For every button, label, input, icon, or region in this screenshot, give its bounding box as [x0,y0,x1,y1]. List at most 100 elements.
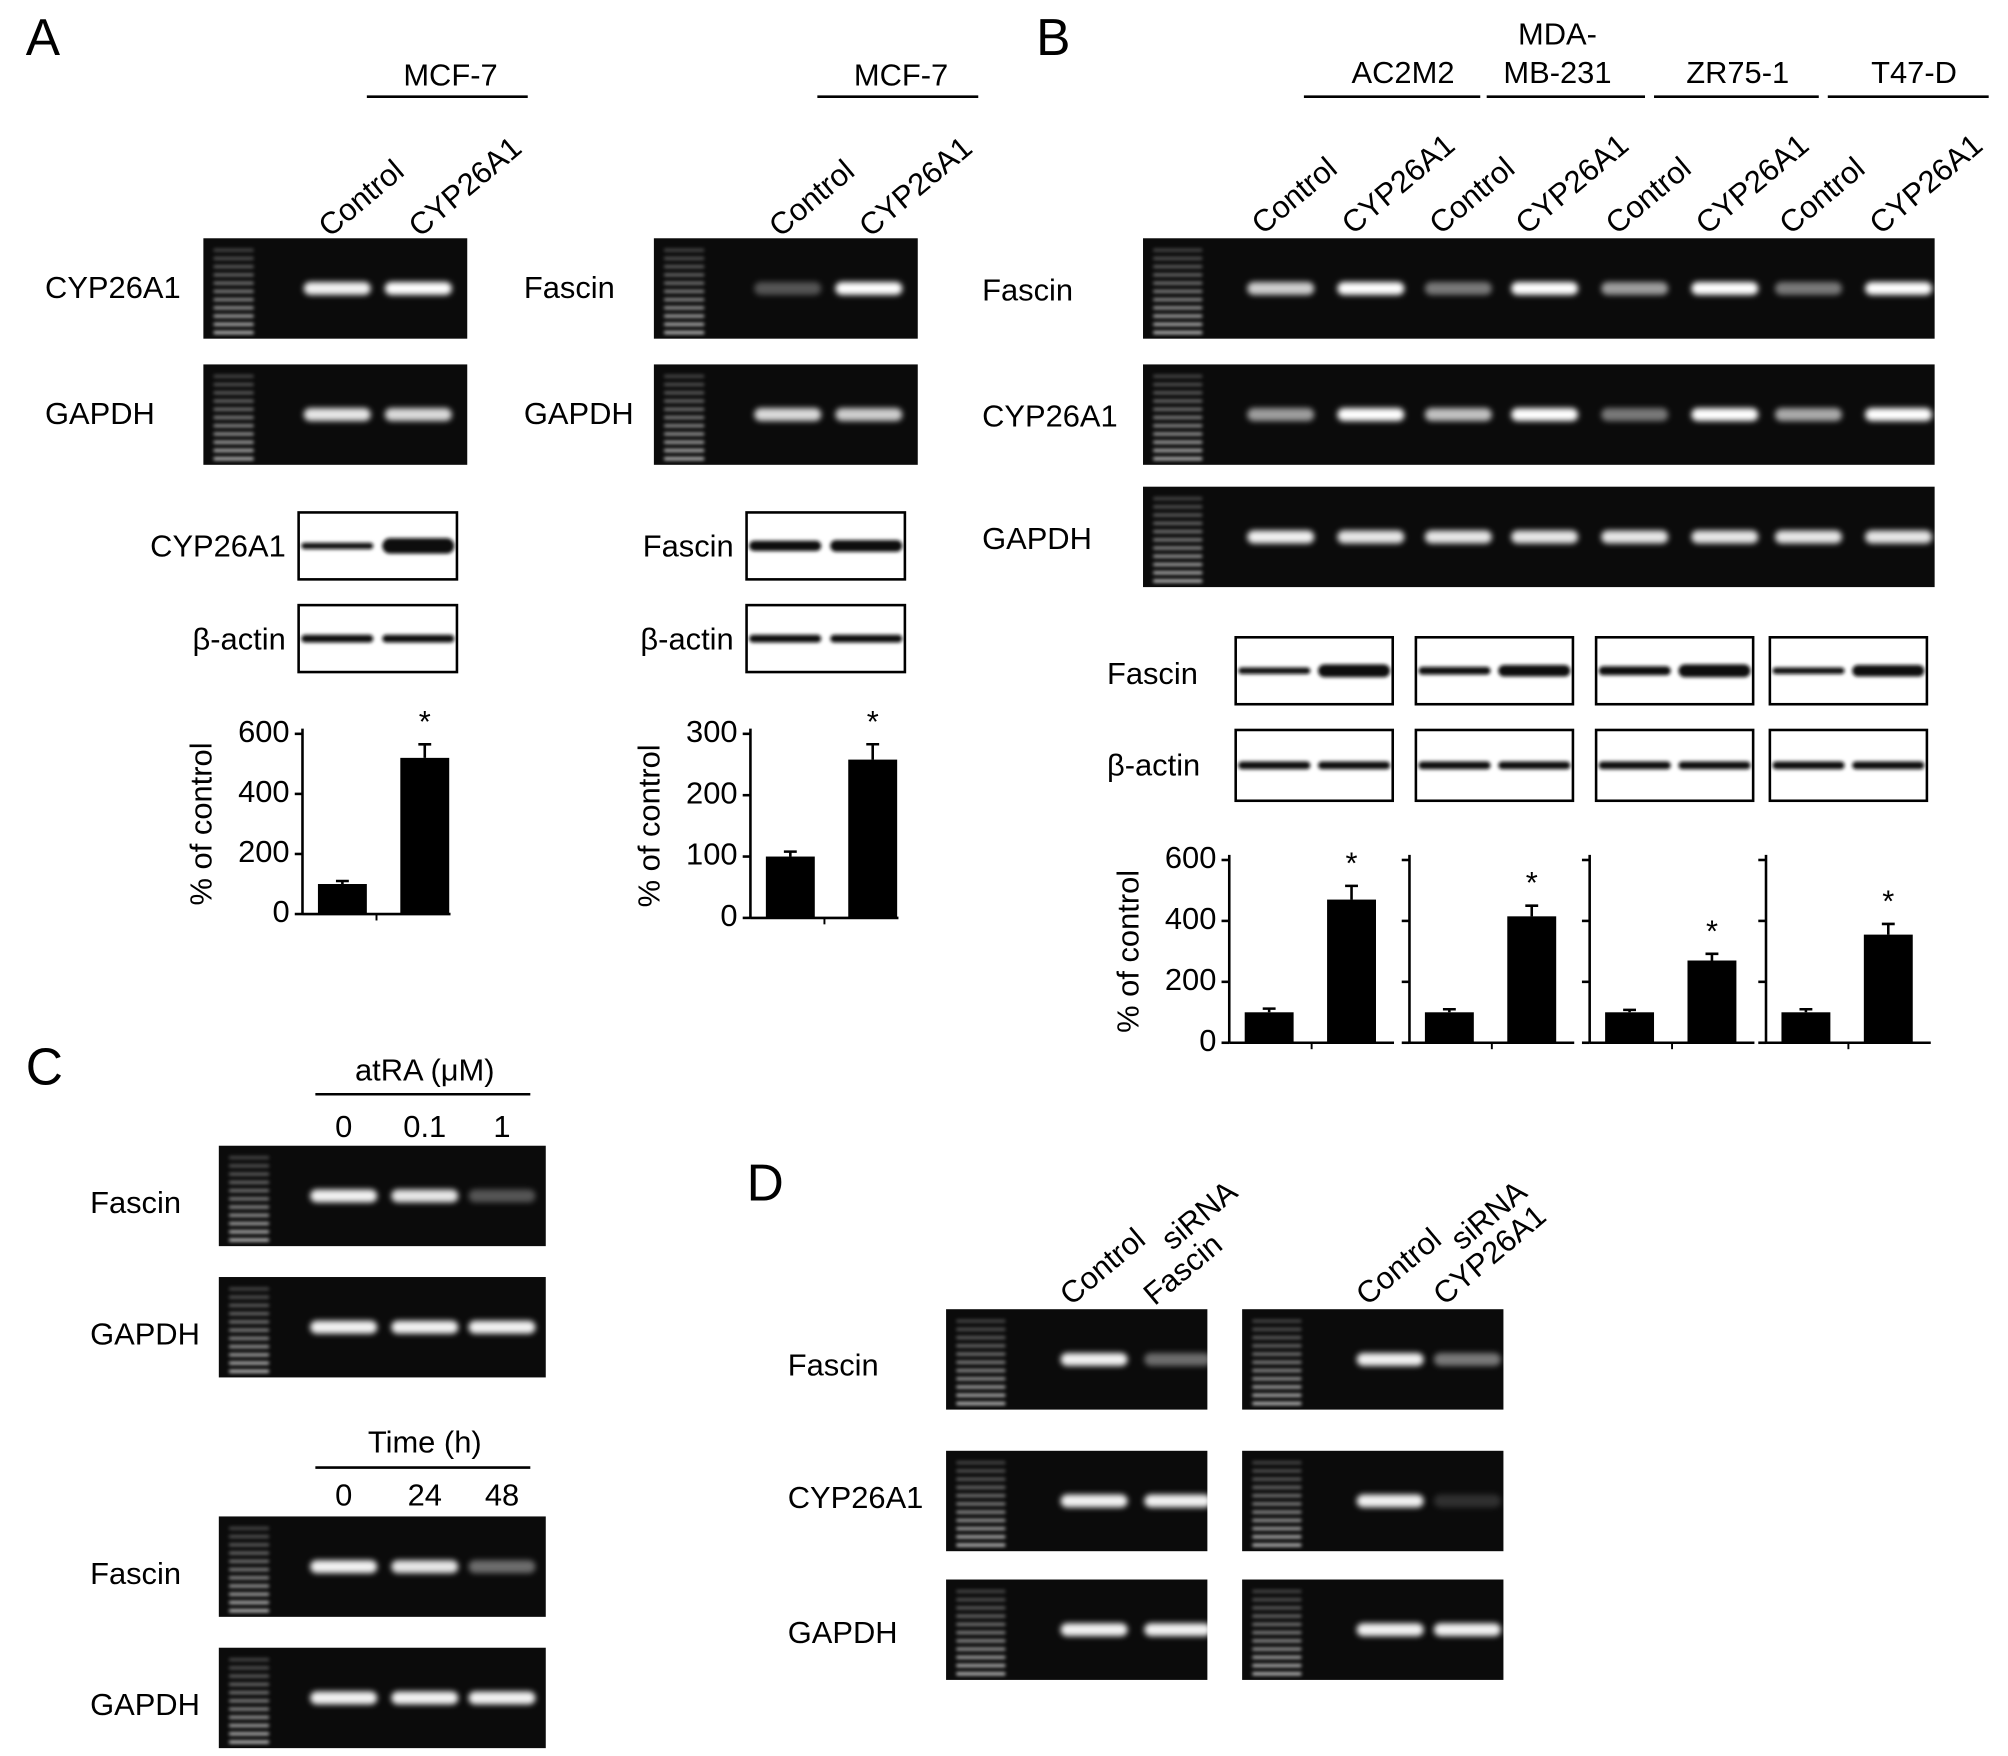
ladder-band [956,1344,1006,1348]
ladder-band [664,424,705,428]
gel-band [391,1691,459,1705]
blot-band [1238,667,1311,674]
gel-band [1691,282,1759,295]
ladder-band [664,374,705,378]
ladder-band [956,1535,1006,1539]
lane-label: 24 [408,1477,442,1512]
bar [400,757,450,915]
ladder-band [956,1639,1006,1643]
ladder-band [229,1287,270,1291]
significance-star: * [419,704,431,739]
gel-band [310,1560,378,1574]
bar [1507,916,1557,1043]
ladder-band [1252,1535,1302,1539]
ladder-band [1252,1647,1302,1651]
blot-band [382,538,455,554]
ladder-band [1153,562,1203,567]
ladder-band [229,1600,270,1605]
ladder-band [213,330,254,335]
gel-band [1424,408,1492,422]
error-bar [1442,1007,1456,1013]
blot-band [1598,761,1671,770]
ladder-band [1153,571,1203,575]
error-bar [1881,922,1895,935]
y-tick-label: 600 [238,714,290,749]
blot-band [1318,761,1391,770]
blot-band [1772,761,1845,770]
ladder-band [213,457,254,461]
ladder-band [956,1502,1006,1506]
ladder-band [229,1699,270,1703]
gel-band [303,282,371,295]
ladder-band [1252,1639,1302,1643]
ladder-band [229,1328,270,1332]
ladder-band [1153,448,1203,453]
ladder-band [1153,374,1203,378]
ladder-band [664,448,705,453]
ladder-band [1252,1344,1302,1348]
ladder-band [956,1360,1006,1364]
ladder-band [229,1312,270,1316]
ladder-band [229,1740,270,1744]
ladder-band [1153,579,1203,583]
ladder-band [956,1672,1006,1676]
error-bar [1525,904,1539,917]
ladder-band [956,1518,1006,1522]
ladder-band [229,1707,270,1711]
gel-band [384,408,452,422]
ladder-band [229,1576,270,1580]
ladder-band [956,1631,1006,1635]
ladder-band [229,1303,270,1308]
ladder-band [229,1732,270,1736]
ladder-band [229,1658,270,1662]
ladder-band [213,322,254,326]
ladder-band [1252,1655,1302,1659]
gel-band [1060,1494,1128,1508]
ladder-band [1252,1393,1302,1397]
ladder-band [213,256,254,261]
ladder-band [956,1461,1006,1465]
gel-band [835,282,903,295]
row-label: CYP26A1 [788,1480,924,1515]
lane-label: Control [1053,1221,1152,1312]
ladder-band [664,457,705,461]
blot-band [1238,761,1311,770]
bar [1687,960,1737,1043]
gel-band [468,1189,536,1203]
ladder-band [956,1647,1006,1651]
ladder-band [213,415,254,420]
ladder-band [956,1352,1006,1356]
gel-band [835,408,903,422]
gel-band [1601,408,1669,422]
gel-band [468,1560,536,1574]
row-label: Fascin [643,529,734,564]
ladder-band [956,1368,1006,1373]
row-label: Fascin [90,1556,181,1591]
ladder-band [213,289,254,293]
gel-band [1601,282,1669,295]
gel-band [391,1320,459,1334]
ladder-band [229,1295,270,1299]
blot-band [1598,666,1671,676]
ladder-band [1252,1368,1302,1373]
ladder-band [1252,1377,1302,1381]
gel-band [1433,1352,1501,1366]
ladder-band [213,448,254,453]
y-axis-label: % of control [184,742,219,905]
gel-band [1356,1494,1424,1508]
ladder-band [1252,1614,1302,1618]
row-label: GAPDH [788,1615,898,1650]
ladder-band [1252,1526,1302,1531]
lane-label: Control [1349,1221,1448,1312]
ladder-band [213,382,254,387]
blot-band [830,634,903,643]
ladder-band [956,1622,1006,1626]
ladder-band [664,440,705,444]
ladder-band [229,1213,270,1217]
ladder-band [229,1164,270,1168]
ladder-band [229,1674,270,1678]
ladder-band [1252,1477,1302,1481]
ladder-band [1153,399,1203,403]
y-tick-label: 0 [720,898,737,933]
ladder-band [1153,391,1203,395]
